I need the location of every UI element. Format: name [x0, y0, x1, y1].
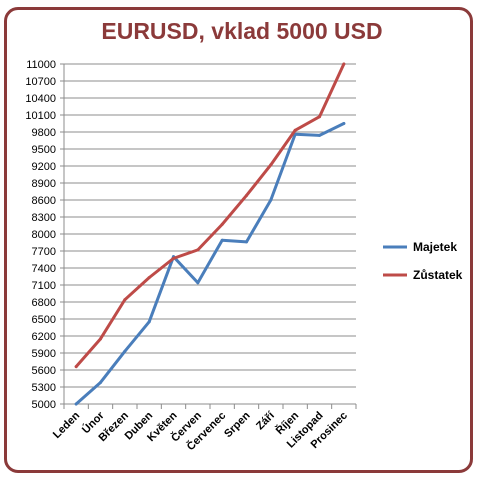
series-lines: [74, 62, 346, 406]
y-tick-label: 7400: [32, 263, 56, 275]
data-point: [293, 128, 297, 132]
y-tick-label: 6200: [32, 331, 56, 343]
y-tick-label: 5300: [32, 382, 56, 394]
data-point: [220, 222, 224, 226]
data-point: [220, 238, 224, 242]
data-point: [269, 163, 273, 167]
y-tick-label: 8000: [32, 229, 56, 241]
data-point: [123, 298, 127, 302]
x-tick-label: Leden: [51, 409, 83, 441]
y-axis-ticks: 5000 5300 5600 5900 6200 6500 6800 7100 7400 7700…: [25, 59, 64, 411]
y-tick-label: 10700: [25, 76, 56, 88]
data-point: [245, 240, 248, 244]
y-tick-label: 6800: [32, 297, 56, 309]
y-tick-label: 5900: [32, 348, 56, 360]
y-tick-label: 8900: [32, 178, 56, 190]
y-tick-label: 6500: [32, 314, 56, 326]
legend-label: Majetek: [413, 240, 457, 254]
y-tick-label: 9200: [32, 161, 56, 173]
y-tick-label: 7700: [32, 246, 56, 258]
y-tick-label: 8600: [32, 195, 56, 207]
y-tick-label: 8300: [32, 212, 56, 224]
data-point: [147, 320, 151, 324]
x-axis-ticks: LedenÚnorBřezenDubenKvětenČervenČervenec…: [51, 404, 357, 453]
series-line-majetek: [74, 122, 346, 406]
data-point: [245, 193, 248, 197]
data-point: [99, 337, 102, 341]
data-point: [123, 349, 127, 353]
y-tick-label: 5000: [32, 399, 56, 411]
data-point: [342, 62, 346, 66]
legend: Majetek Zůstatek: [383, 240, 463, 282]
data-point: [196, 281, 200, 285]
chart-title: EURUSD, vklad 5000 USD: [101, 18, 383, 44]
y-tick-label: 7100: [32, 280, 56, 292]
data-point: [196, 248, 200, 252]
data-point: [99, 380, 102, 384]
data-point: [74, 365, 78, 369]
data-point: [147, 276, 151, 280]
legend-label: Zůstatek: [413, 268, 463, 282]
data-point: [342, 122, 346, 125]
y-tick-label: 10100: [25, 110, 56, 122]
data-point: [318, 115, 321, 119]
y-tick-label: 11000: [26, 59, 56, 71]
data-point: [74, 402, 78, 406]
grid-lines: [64, 63, 356, 405]
data-point: [318, 133, 321, 137]
y-tick-label: 10400: [25, 93, 56, 105]
x-tick-label: Srpen: [222, 409, 253, 440]
y-tick-label: 9800: [32, 127, 56, 139]
y-tick-label: 9500: [32, 144, 56, 156]
y-tick-label: 5600: [32, 365, 56, 377]
data-point: [172, 256, 175, 260]
data-point: [269, 198, 273, 202]
series-line-zůstatek: [74, 62, 346, 369]
